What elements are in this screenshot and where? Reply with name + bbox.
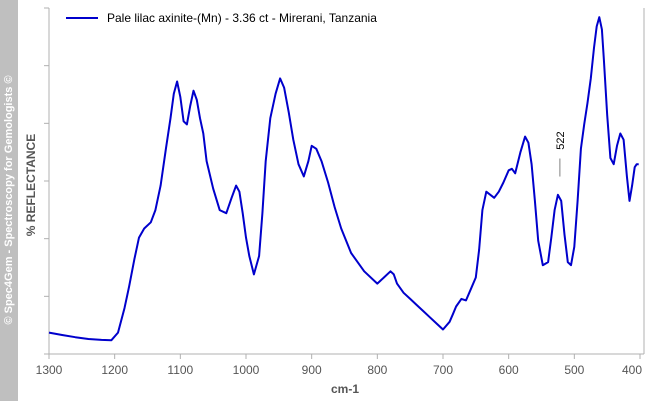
x-tick-label: 600 <box>499 363 519 377</box>
legend: Pale lilac axinite-(Mn) - 3.36 ct - Mire… <box>66 11 377 25</box>
x-tick-label: 1000 <box>233 363 260 377</box>
watermark-strip: © Spec4Gem - Spectroscopy for Gemologist… <box>0 0 18 401</box>
y-ticks <box>44 7 49 355</box>
x-tick-label: 700 <box>433 363 453 377</box>
annotation-label: 522 <box>555 131 567 149</box>
x-tick-label: 400 <box>622 363 642 377</box>
peak-annotation-522: 522 <box>555 131 567 177</box>
y-axis-label: % REFLECTANCE <box>24 134 38 236</box>
x-tick-labels: 1300 1200 1100 1000 900 800 700 600 500 400 <box>36 363 643 377</box>
x-ticks <box>48 354 641 359</box>
x-tick-label: 1200 <box>101 363 128 377</box>
x-tick-label: 900 <box>302 363 322 377</box>
series-line <box>48 16 639 342</box>
x-axis-label: cm-1 <box>331 382 359 396</box>
x-tick-label: 800 <box>367 363 387 377</box>
axes: 1300 1200 1100 1000 900 800 700 600 500 400 <box>36 7 645 377</box>
x-tick-label: 1300 <box>36 363 63 377</box>
legend-label: Pale lilac axinite-(Mn) - 3.36 ct - Mire… <box>107 11 377 25</box>
x-tick-label: 1100 <box>167 363 193 377</box>
x-tick-label: 500 <box>564 363 584 377</box>
